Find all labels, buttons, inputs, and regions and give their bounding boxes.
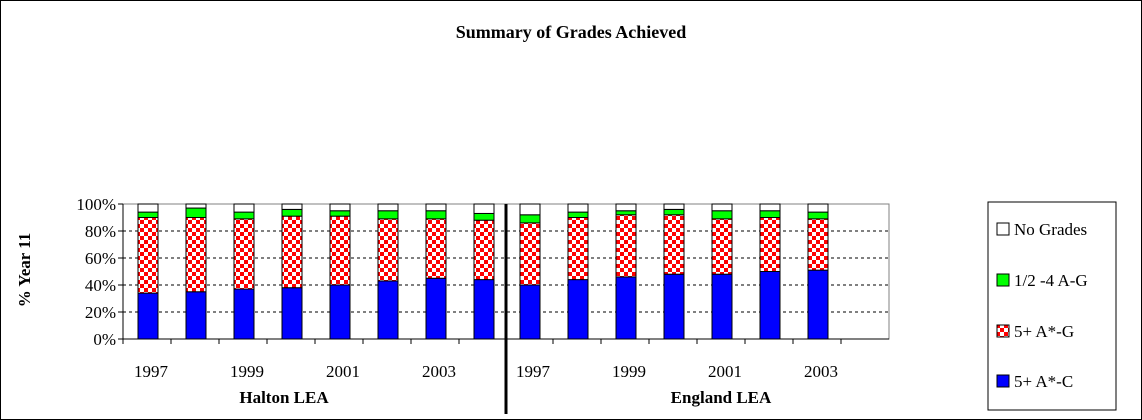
bar-segment (711, 203, 733, 212)
bar-segment (377, 203, 399, 212)
bar-segment (233, 218, 255, 290)
bar-segment (567, 203, 589, 213)
bar-segment (663, 208, 685, 216)
x-tick-label: 2003 (804, 362, 838, 381)
chart-title: Summary of Grades Achieved (456, 22, 686, 42)
y-tick-label: 40% (85, 276, 116, 295)
x-tick-label: 2003 (422, 362, 456, 381)
bar-segment (233, 203, 255, 213)
bar-segment (281, 287, 303, 340)
legend-label: 1/2 -4 A-G (1014, 271, 1088, 290)
bar-segment (281, 215, 303, 289)
bar-segment (473, 279, 495, 340)
bar-segment (567, 217, 589, 281)
bar-segment (663, 273, 685, 340)
bar-segment (615, 203, 637, 212)
bar-segment (663, 214, 685, 275)
y-tick-label: 60% (85, 249, 116, 268)
bar-segment (377, 218, 399, 282)
bar-segment (473, 219, 495, 281)
y-tick-label: 20% (85, 303, 116, 322)
bar-segment (137, 292, 159, 340)
bar-segment (137, 211, 159, 219)
bar-segment (425, 203, 447, 212)
x-tick-label: 1997 (134, 362, 169, 381)
legend-swatch (996, 374, 1010, 388)
bar-segment (711, 210, 733, 220)
bar-segment (377, 210, 399, 220)
x-tick-label: 1999 (612, 362, 646, 381)
bar-segment (759, 203, 781, 212)
bars (137, 203, 829, 340)
bar-segment (663, 203, 685, 210)
bar-segment (281, 208, 303, 217)
bar-segment (759, 271, 781, 340)
axes: 0% 20% 40% 60% 80% 100% 1997 1999 2001 2003 Halton… (76, 195, 889, 414)
bar-segment (567, 279, 589, 340)
bar-segment (137, 217, 159, 294)
y-tick-label: 0% (93, 330, 116, 349)
bar-segment (425, 210, 447, 220)
bar-segment (711, 273, 733, 340)
bar-segment (759, 217, 781, 272)
bar-segment (329, 203, 351, 212)
bar-segment (233, 288, 255, 340)
bar-segment (807, 218, 829, 271)
legend-label: 5+ A*-G (1014, 322, 1074, 341)
bar-segment (329, 284, 351, 340)
bar-segment (329, 210, 351, 217)
group-label: Halton LEA (239, 388, 329, 407)
x-tick-label: 2001 (326, 362, 360, 381)
bar-segment (519, 203, 541, 216)
bar-segment (615, 210, 637, 216)
bar-segment (807, 269, 829, 340)
legend: No Grades 1/2 -4 A-G 5+ A*-G 5+ A*-C (987, 201, 1117, 411)
bar-segment (137, 203, 159, 213)
x-tick-label: 1999 (230, 362, 264, 381)
bar-segment (615, 214, 637, 278)
bar-segment (185, 217, 207, 293)
legend-swatch (996, 324, 1010, 338)
y-tick-label: 80% (85, 222, 116, 241)
bar-segment (473, 212, 495, 221)
bar-segment (615, 276, 637, 340)
bar-segment (759, 210, 781, 218)
legend-label: 5+ A*-C (1014, 372, 1073, 391)
bar-segment (473, 203, 495, 214)
bar-segment (185, 291, 207, 340)
bar-segment (377, 280, 399, 340)
bar-segment (519, 214, 541, 224)
group-label: England LEA (671, 388, 772, 407)
bar-segment (425, 277, 447, 340)
x-tick-label: 2001 (708, 362, 742, 381)
bar-segment (807, 211, 829, 220)
x-tick-label: 1997 (516, 362, 551, 381)
legend-label: No Grades (1014, 220, 1087, 239)
y-tick-label: 100% (76, 195, 116, 214)
bar-segment (567, 211, 589, 219)
bar-segment (711, 218, 733, 275)
bar-segment (233, 211, 255, 220)
bar-segment (425, 218, 447, 279)
y-axis-label: % Year 11 (15, 233, 34, 308)
bar-segment (807, 203, 829, 213)
bar-segment (185, 203, 207, 209)
bar-segment (185, 207, 207, 219)
legend-swatch (996, 273, 1010, 287)
legend-swatch (996, 222, 1010, 236)
bar-segment (329, 215, 351, 286)
bar-segment (519, 284, 541, 340)
bar-segment (281, 203, 303, 210)
bar-segment (519, 222, 541, 286)
